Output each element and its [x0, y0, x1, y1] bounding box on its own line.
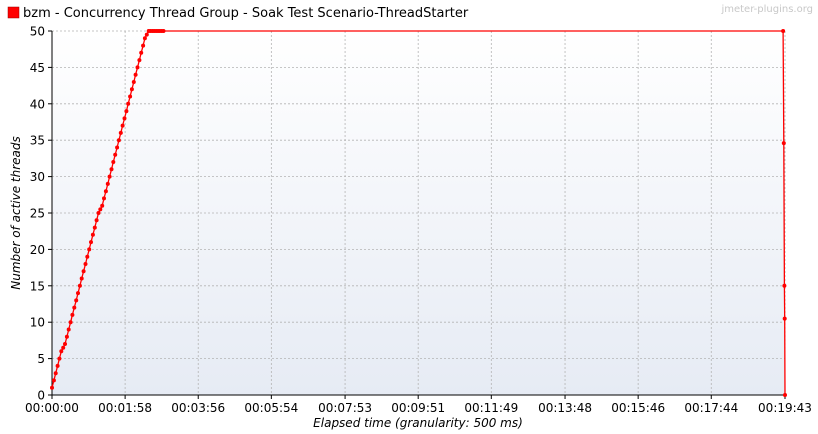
- watermark: jmeter-plugins.org: [720, 4, 813, 15]
- data-point: [103, 189, 108, 194]
- y-tick-label: 10: [30, 316, 45, 330]
- data-point: [144, 32, 149, 37]
- data-point: [100, 203, 105, 208]
- x-tick-label: 00:07:53: [318, 401, 372, 415]
- y-ticks: 0 5 10 15 20 25 30 35 40 45 50: [30, 25, 52, 403]
- data-point: [124, 109, 129, 114]
- y-tick-label: 50: [30, 25, 45, 39]
- data-point: [102, 196, 106, 201]
- y-tick-label: 40: [30, 97, 45, 111]
- x-tick-label: 00:19:43: [758, 401, 812, 415]
- data-point: [76, 291, 80, 296]
- data-point: [161, 29, 166, 33]
- series-layer: [50, 29, 787, 397]
- data-point: [122, 116, 127, 121]
- data-point: [120, 123, 125, 128]
- y-tick-label: 20: [30, 243, 45, 257]
- data-point: [81, 269, 86, 274]
- x-ticks: 00:00:00 00:01:58 00:03:56 00:05:54 00:07:53…: [25, 395, 812, 415]
- data-point: [141, 43, 146, 48]
- y-tick-label: 25: [30, 207, 45, 221]
- data-point: [781, 141, 786, 146]
- x-tick-label: 00:01:58: [98, 401, 152, 415]
- data-point: [77, 283, 82, 288]
- data-point: [135, 65, 140, 70]
- data-point: [51, 378, 56, 383]
- data-point: [98, 207, 103, 212]
- y-tick-label: 0: [37, 389, 45, 403]
- data-point: [133, 72, 138, 77]
- data-point: [115, 145, 120, 150]
- data-point: [94, 218, 99, 223]
- y-tick-label: 5: [37, 352, 45, 366]
- x-tick-label: 00:03:56: [171, 401, 225, 415]
- data-point: [72, 305, 77, 310]
- data-point: [118, 130, 123, 135]
- y-tick-label: 45: [30, 61, 45, 75]
- data-point: [83, 262, 88, 266]
- data-point: [137, 58, 142, 63]
- data-point: [87, 247, 92, 252]
- data-point: [139, 50, 144, 55]
- data-point: [111, 160, 116, 164]
- data-point: [90, 232, 95, 237]
- data-point: [113, 152, 118, 157]
- data-point: [782, 316, 787, 321]
- y-axis-label: Number of active threads: [9, 136, 23, 290]
- data-point: [74, 298, 79, 303]
- gridlines: [52, 30, 786, 395]
- data-point: [129, 87, 134, 92]
- y-tick-label: 30: [30, 170, 45, 184]
- x-tick-label: 00:15:46: [611, 401, 665, 415]
- x-tick-label: 00:13:48: [538, 401, 592, 415]
- y-tick-label: 15: [30, 279, 45, 293]
- data-point: [50, 385, 54, 390]
- data-point: [89, 240, 93, 245]
- data-point: [105, 181, 110, 186]
- x-tick-label: 00:00:00: [25, 401, 79, 415]
- data-point: [57, 356, 62, 361]
- data-point: [92, 225, 97, 230]
- x-tick-label: 00:17:44: [684, 401, 738, 415]
- data-point: [55, 363, 60, 368]
- data-point: [116, 138, 121, 143]
- x-tick-label: 00:11:49: [464, 401, 518, 415]
- data-point: [53, 371, 58, 376]
- data-point: [66, 327, 71, 332]
- data-point: [85, 254, 90, 259]
- data-point: [131, 80, 136, 84]
- data-point: [59, 349, 64, 354]
- data-point: [107, 174, 112, 179]
- x-axis-label: Elapsed time (granularity: 500 ms): [313, 416, 523, 430]
- data-point: [782, 283, 787, 288]
- data-point: [128, 94, 133, 99]
- data-point: [68, 320, 73, 325]
- data-point: [781, 29, 786, 33]
- y-tick-label: 35: [30, 134, 45, 148]
- legend-swatch: [7, 6, 20, 19]
- x-tick-label: 00:05:54: [244, 401, 298, 415]
- data-point: [109, 167, 114, 172]
- data-point: [79, 276, 84, 281]
- data-point: [64, 334, 69, 339]
- data-point: [70, 312, 75, 317]
- data-point: [63, 342, 67, 346]
- x-tick-label: 00:09:51: [391, 401, 445, 415]
- data-point: [783, 393, 787, 397]
- legend-label: bzm - Concurrency Thread Group - Soak Te…: [23, 6, 469, 21]
- data-point: [126, 101, 131, 106]
- data-point: [61, 345, 66, 350]
- data-point: [142, 36, 147, 41]
- data-point: [96, 211, 101, 215]
